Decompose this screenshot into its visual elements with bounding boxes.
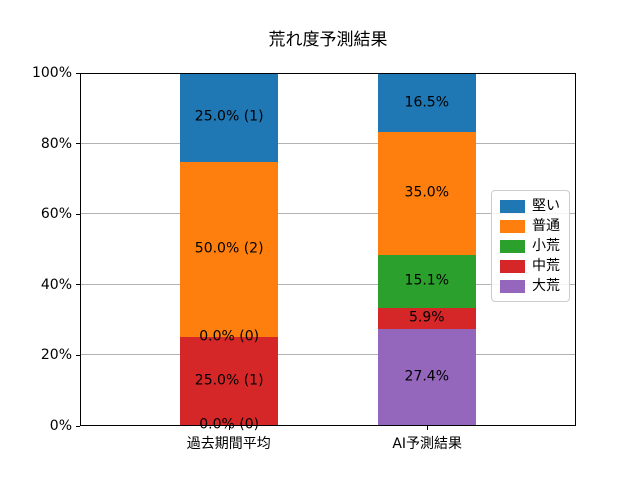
legend-swatch <box>500 279 525 293</box>
legend-label: 小荒 <box>532 238 560 254</box>
bar-segment <box>377 132 476 256</box>
bar-segment-label: 5.9% <box>408 309 445 326</box>
bar-segment <box>377 308 476 329</box>
bar-column: 0.0% (0) 25.0% (1) 0.0% (0) 50.0% (2) 25.0% … <box>180 74 279 432</box>
y-tick-mark <box>76 72 80 74</box>
gridline <box>81 143 575 145</box>
gridline <box>81 283 575 285</box>
y-tick-label: 60% <box>40 206 72 223</box>
legend-item: 堅い <box>500 198 561 214</box>
legend-swatch <box>500 259 525 273</box>
bar-segment <box>180 337 279 425</box>
legend-swatch <box>500 219 525 233</box>
y-tick-mark <box>76 354 80 356</box>
bar-segment-label: 16.5% <box>404 94 450 111</box>
bar-segment <box>377 255 476 309</box>
legend-label: 普通 <box>532 218 560 234</box>
bar-segment-label: 27.4% <box>404 368 450 385</box>
bar-segment-label: 25.0% (1) <box>194 109 264 126</box>
bar-segment <box>180 161 279 338</box>
legend-label: 堅い <box>532 198 560 214</box>
x-tick-mark <box>228 426 230 430</box>
y-tick-mark <box>76 143 80 145</box>
bar-segment <box>377 328 476 425</box>
y-tick-mark <box>76 284 80 286</box>
bar-segment-label: 35.0% <box>404 185 450 202</box>
y-tick-label: 100% <box>31 65 72 81</box>
legend-item: 小荒 <box>500 238 561 254</box>
bar-segment-label: 0.0% (0) <box>199 416 260 433</box>
gridline <box>81 353 575 355</box>
bar-segment-label: 0.0% (0) <box>199 328 260 345</box>
x-tick-label: 過去期間平均 <box>186 436 271 452</box>
y-tick-mark <box>76 425 80 427</box>
legend-swatch <box>500 239 525 253</box>
legend-label: 大荒 <box>532 278 560 294</box>
y-tick-mark <box>76 213 80 215</box>
x-tick-mark <box>427 426 429 430</box>
y-tick-label: 40% <box>40 276 72 293</box>
legend-item: 中荒 <box>500 258 561 274</box>
chart-title: 荒れ度予測結果 <box>268 30 388 50</box>
legend-label: 中荒 <box>532 258 560 274</box>
legend-swatch <box>500 199 525 213</box>
bar-segment-label: 50.0% (2) <box>194 240 264 257</box>
y-tick-label: 80% <box>40 135 72 152</box>
bar-segment <box>180 74 279 162</box>
bar-column: 27.4% 5.9% 15.1% 35.0% 16.5% <box>377 74 476 425</box>
y-tick-label: 0% <box>49 418 72 434</box>
legend-item: 普通 <box>500 218 561 234</box>
bar-segment-label: 15.1% <box>404 272 450 289</box>
gridline <box>81 213 575 215</box>
x-tick-label: AI予測結果 <box>392 436 463 452</box>
legend-box: 堅い普通小荒中荒大荒 <box>491 190 570 302</box>
legend-item: 大荒 <box>500 278 561 294</box>
bar-segment <box>377 74 476 133</box>
bar-segment-label: 25.0% (1) <box>194 372 264 389</box>
y-tick-label: 20% <box>40 347 72 364</box>
